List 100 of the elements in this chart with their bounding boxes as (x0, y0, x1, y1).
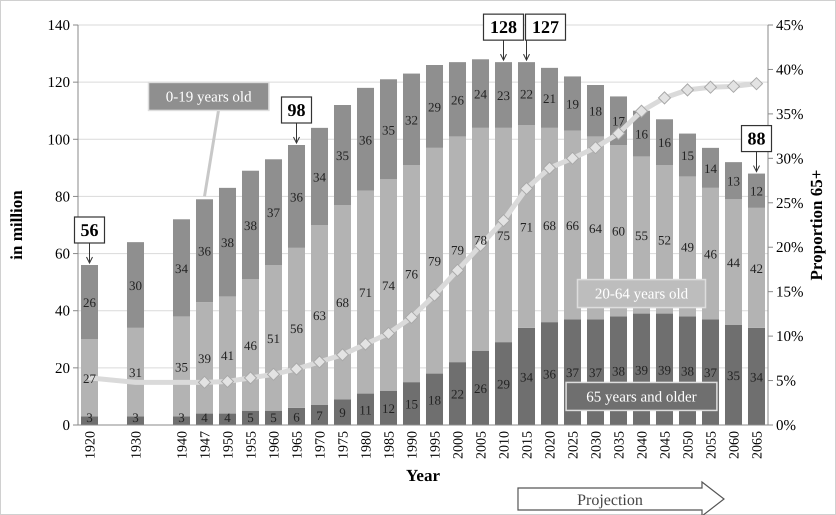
series-label: 65 years and older (586, 389, 697, 406)
bar (518, 328, 536, 425)
data-label: 42 (750, 260, 763, 276)
x-tick-label: 2045 (658, 431, 674, 459)
bar (126, 242, 144, 328)
x-tick-label: 1970 (314, 431, 328, 459)
x-tick-label: 1975 (336, 431, 352, 459)
x-tick-label: 2020 (544, 431, 558, 459)
data-label: 16 (658, 135, 672, 150)
data-label: 49 (681, 239, 694, 254)
data-label: 37 (589, 365, 602, 380)
bar (564, 76, 582, 131)
bar (724, 325, 742, 425)
data-label: 34 (175, 260, 188, 276)
point (428, 288, 441, 302)
data-label: 36 (198, 244, 212, 259)
data-label: 46 (244, 338, 258, 353)
data-label: 22 (451, 386, 464, 402)
y2-axis-title: Proportion 65+ (807, 170, 826, 280)
data-label: 55 (635, 228, 648, 243)
bar (518, 62, 536, 125)
x-tick-label: 1940 (176, 431, 190, 459)
bar (356, 394, 374, 425)
y2-tick-label: 10% (776, 329, 804, 346)
data-label: 76 (405, 266, 418, 282)
point (198, 376, 211, 389)
data-label: 22 (520, 86, 533, 102)
x-tick-label: 2010 (498, 431, 512, 459)
data-label: 5 (247, 410, 254, 425)
bar (288, 145, 306, 248)
annotation: 98 (288, 100, 306, 120)
data-label: 15 (405, 396, 418, 412)
point (566, 152, 579, 165)
bar (656, 119, 674, 165)
data-label: 26 (83, 295, 96, 310)
y2-tick-label: 35% (776, 106, 804, 123)
data-label: 6 (293, 409, 300, 424)
bar (748, 328, 766, 425)
bar (426, 148, 444, 374)
x-tick-label: 2015 (520, 431, 536, 459)
data-label: 37 (566, 365, 580, 380)
x-tick-label: 1985 (382, 431, 398, 459)
data-label: 38 (612, 364, 625, 379)
bar (264, 159, 282, 265)
data-label: 35 (175, 359, 188, 374)
data-label: 63 (313, 308, 326, 323)
data-label: 36 (543, 366, 556, 382)
annotation: 128 (490, 17, 517, 38)
data-label: 46 (704, 246, 718, 262)
data-label: 51 (267, 330, 280, 346)
point (451, 264, 464, 277)
bar (402, 74, 420, 165)
bar (678, 134, 696, 176)
data-label: 38 (681, 364, 694, 379)
bar (518, 125, 536, 328)
bar (702, 148, 720, 188)
x-tick-label: 2005 (474, 431, 490, 459)
point (290, 362, 303, 376)
data-label: 29 (428, 99, 441, 114)
point (267, 368, 280, 381)
data-label: 36 (290, 189, 304, 204)
x-tick-label: 1965 (290, 431, 306, 459)
data-label: 15 (681, 148, 694, 163)
data-label: 68 (543, 218, 556, 233)
data-label: 56 (290, 320, 304, 336)
data-label: 18 (589, 104, 602, 119)
point (336, 348, 349, 362)
y-axis-title: in million (7, 190, 26, 260)
data-label: 34 (313, 169, 326, 184)
bar (426, 65, 444, 148)
data-label: 37 (704, 365, 718, 380)
data-label: 11 (359, 402, 372, 418)
bar (748, 208, 766, 328)
data-label: 7 (316, 408, 324, 423)
bar (334, 105, 352, 205)
bar (218, 188, 236, 296)
x-tick-label: 2035 (612, 431, 628, 459)
bar (356, 88, 374, 191)
x-tick-label: 1955 (244, 431, 260, 459)
data-label: 30 (129, 278, 142, 293)
data-label: 60 (612, 224, 625, 239)
point (589, 141, 602, 154)
y2-tick-label: 45% (776, 18, 804, 34)
bar (472, 128, 490, 351)
data-label: 52 (658, 232, 671, 248)
data-label: 26 (474, 380, 488, 396)
x-tick-label: 1947 (198, 431, 214, 459)
data-label: 37 (267, 205, 280, 220)
bar (288, 248, 306, 408)
x-tick-label: 2065 (750, 431, 766, 459)
text: 0-19 years old (166, 89, 252, 106)
bar (218, 296, 236, 414)
point (244, 371, 257, 384)
data-label: 71 (359, 285, 372, 300)
data-label: 27 (83, 370, 96, 386)
x-tick-label: 2025 (566, 431, 582, 459)
x-tick-label: 1920 (84, 431, 98, 459)
bar (472, 350, 490, 425)
bar (242, 279, 260, 411)
bar (540, 68, 558, 128)
